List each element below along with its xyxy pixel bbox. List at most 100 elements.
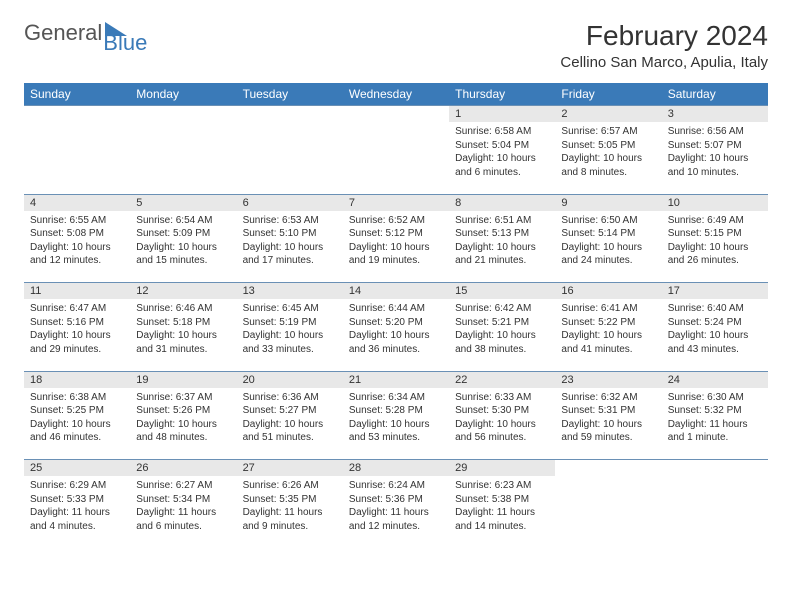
sunset-line: Sunset: 5:19 PM (243, 316, 337, 330)
sunset-line: Sunset: 5:20 PM (349, 316, 443, 330)
sunrise-line: Sunrise: 6:23 AM (455, 479, 549, 493)
logo: General Blue (24, 20, 171, 46)
day-cell: Sunrise: 6:42 AMSunset: 5:21 PMDaylight:… (449, 299, 555, 362)
day-number: 11 (24, 283, 130, 299)
weekday-header: Tuesday (237, 83, 343, 106)
day-number: 18 (24, 372, 130, 388)
daylight-line: Daylight: 11 hours and 14 minutes. (455, 506, 549, 533)
daylight-line: Daylight: 10 hours and 19 minutes. (349, 241, 443, 268)
daylight-line: Daylight: 10 hours and 59 minutes. (561, 418, 655, 445)
day-cell: Sunrise: 6:46 AMSunset: 5:18 PMDaylight:… (130, 299, 236, 362)
sunset-line: Sunset: 5:38 PM (455, 493, 549, 507)
daylight-line: Daylight: 11 hours and 9 minutes. (243, 506, 337, 533)
daylight-line: Daylight: 10 hours and 26 minutes. (668, 241, 762, 268)
day-number: 12 (130, 283, 236, 299)
weekday-header: Monday (130, 83, 236, 106)
daylight-line: Daylight: 11 hours and 4 minutes. (30, 506, 124, 533)
sunset-line: Sunset: 5:26 PM (136, 404, 230, 418)
day-cell: Sunrise: 6:45 AMSunset: 5:19 PMDaylight:… (237, 299, 343, 362)
day-cell: Sunrise: 6:41 AMSunset: 5:22 PMDaylight:… (555, 299, 661, 362)
day-number: 21 (343, 372, 449, 388)
weekday-header-row: SundayMondayTuesdayWednesdayThursdayFrid… (24, 83, 768, 106)
sunrise-line: Sunrise: 6:41 AM (561, 302, 655, 316)
sunrise-line: Sunrise: 6:27 AM (136, 479, 230, 493)
day-cell: Sunrise: 6:24 AMSunset: 5:36 PMDaylight:… (343, 476, 449, 539)
calendar-table: SundayMondayTuesdayWednesdayThursdayFrid… (24, 83, 768, 548)
day-cell: Sunrise: 6:32 AMSunset: 5:31 PMDaylight:… (555, 388, 661, 451)
daylight-line: Daylight: 10 hours and 17 minutes. (243, 241, 337, 268)
day-cell: Sunrise: 6:36 AMSunset: 5:27 PMDaylight:… (237, 388, 343, 451)
sunrise-line: Sunrise: 6:58 AM (455, 125, 549, 139)
content-row: Sunrise: 6:58 AMSunset: 5:04 PMDaylight:… (24, 122, 768, 194)
day-number: 7 (343, 195, 449, 211)
daylight-line: Daylight: 10 hours and 46 minutes. (30, 418, 124, 445)
day-cell: Sunrise: 6:52 AMSunset: 5:12 PMDaylight:… (343, 211, 449, 274)
sunset-line: Sunset: 5:22 PM (561, 316, 655, 330)
content-row: Sunrise: 6:29 AMSunset: 5:33 PMDaylight:… (24, 476, 768, 548)
day-number: 22 (449, 372, 555, 388)
daylight-line: Daylight: 10 hours and 24 minutes. (561, 241, 655, 268)
day-number: 15 (449, 283, 555, 299)
sunrise-line: Sunrise: 6:44 AM (349, 302, 443, 316)
day-cell: Sunrise: 6:23 AMSunset: 5:38 PMDaylight:… (449, 476, 555, 539)
sunset-line: Sunset: 5:30 PM (455, 404, 549, 418)
daylight-line: Daylight: 10 hours and 38 minutes. (455, 329, 549, 356)
day-number: 26 (130, 460, 236, 476)
sunrise-line: Sunrise: 6:30 AM (668, 391, 762, 405)
daylight-line: Daylight: 10 hours and 41 minutes. (561, 329, 655, 356)
day-cell: Sunrise: 6:55 AMSunset: 5:08 PMDaylight:… (24, 211, 130, 274)
daylight-line: Daylight: 10 hours and 8 minutes. (561, 152, 655, 179)
sunset-line: Sunset: 5:05 PM (561, 139, 655, 153)
daylight-line: Daylight: 11 hours and 12 minutes. (349, 506, 443, 533)
daylight-line: Daylight: 10 hours and 51 minutes. (243, 418, 337, 445)
sunset-line: Sunset: 5:08 PM (30, 227, 124, 241)
weekday-header: Wednesday (343, 83, 449, 106)
day-number: 17 (662, 283, 768, 299)
sunset-line: Sunset: 5:16 PM (30, 316, 124, 330)
daynum-row: 45678910 (24, 194, 768, 211)
location: Cellino San Marco, Apulia, Italy (560, 54, 768, 71)
sunrise-line: Sunrise: 6:57 AM (561, 125, 655, 139)
daynum-row: 18192021222324 (24, 371, 768, 388)
weekday-header: Friday (555, 83, 661, 106)
sunset-line: Sunset: 5:15 PM (668, 227, 762, 241)
daylight-line: Daylight: 10 hours and 21 minutes. (455, 241, 549, 268)
sunrise-line: Sunrise: 6:50 AM (561, 214, 655, 228)
day-number (237, 106, 343, 122)
day-number (24, 106, 130, 122)
daylight-line: Daylight: 10 hours and 12 minutes. (30, 241, 124, 268)
day-cell: Sunrise: 6:27 AMSunset: 5:34 PMDaylight:… (130, 476, 236, 539)
day-number: 2 (555, 106, 661, 122)
sunrise-line: Sunrise: 6:26 AM (243, 479, 337, 493)
day-cell: Sunrise: 6:33 AMSunset: 5:30 PMDaylight:… (449, 388, 555, 451)
day-number: 1 (449, 106, 555, 122)
sunrise-line: Sunrise: 6:46 AM (136, 302, 230, 316)
logo-text-general: General (24, 20, 102, 46)
day-cell: Sunrise: 6:44 AMSunset: 5:20 PMDaylight:… (343, 299, 449, 362)
daylight-line: Daylight: 10 hours and 43 minutes. (668, 329, 762, 356)
sunrise-line: Sunrise: 6:32 AM (561, 391, 655, 405)
sunrise-line: Sunrise: 6:47 AM (30, 302, 124, 316)
daylight-line: Daylight: 10 hours and 6 minutes. (455, 152, 549, 179)
daynum-row: 11121314151617 (24, 283, 768, 300)
logo-text-blue: Blue (103, 30, 147, 56)
day-number: 29 (449, 460, 555, 476)
sunset-line: Sunset: 5:27 PM (243, 404, 337, 418)
sunset-line: Sunset: 5:34 PM (136, 493, 230, 507)
sunset-line: Sunset: 5:32 PM (668, 404, 762, 418)
day-cell: Sunrise: 6:37 AMSunset: 5:26 PMDaylight:… (130, 388, 236, 451)
day-cell: Sunrise: 6:29 AMSunset: 5:33 PMDaylight:… (24, 476, 130, 539)
weekday-header: Saturday (662, 83, 768, 106)
day-number: 3 (662, 106, 768, 122)
sunrise-line: Sunrise: 6:45 AM (243, 302, 337, 316)
weekday-header: Sunday (24, 83, 130, 106)
sunset-line: Sunset: 5:33 PM (30, 493, 124, 507)
day-number: 8 (449, 195, 555, 211)
sunset-line: Sunset: 5:09 PM (136, 227, 230, 241)
daylight-line: Daylight: 10 hours and 10 minutes. (668, 152, 762, 179)
day-cell: Sunrise: 6:26 AMSunset: 5:35 PMDaylight:… (237, 476, 343, 539)
content-row: Sunrise: 6:47 AMSunset: 5:16 PM Daylight:… (24, 299, 768, 371)
day-number: 16 (555, 283, 661, 299)
day-cell: Sunrise: 6:38 AMSunset: 5:25 PMDaylight:… (24, 388, 130, 451)
sunset-line: Sunset: 5:31 PM (561, 404, 655, 418)
